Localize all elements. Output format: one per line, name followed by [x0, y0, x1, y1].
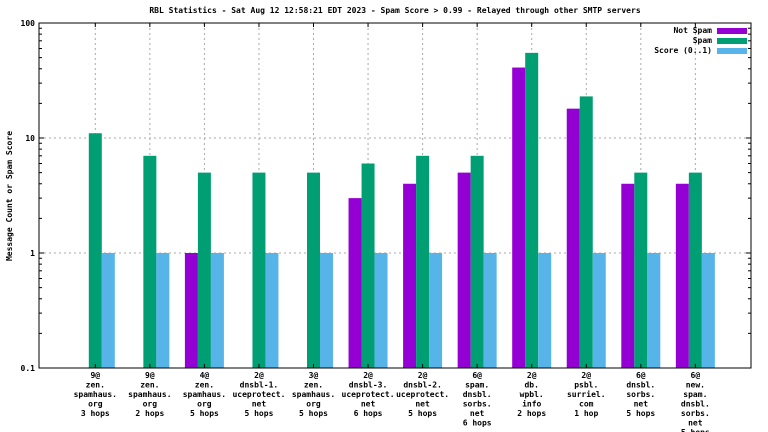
y-tick-label: 1	[30, 249, 35, 258]
bar-not_spam	[566, 108, 580, 368]
y-tick-label: 0.1	[21, 364, 36, 373]
bar-spam	[88, 133, 102, 368]
x-tick-label: 9@ zen. spamhaus. org 2 hops	[128, 371, 171, 418]
legend: Not Spam Spam Score (0..1)	[654, 26, 747, 55]
bar-score	[701, 253, 715, 368]
legend-label-score: Score (0..1)	[654, 46, 712, 55]
x-tick-label: 2@ db. wpbl. info 2 hops	[517, 371, 546, 418]
x-tick-label: 2@ dnsbl-2. uceprotect. net 5 hops	[396, 371, 449, 418]
bar-not_spam	[457, 172, 471, 368]
legend-item-spam: Spam	[692, 36, 747, 45]
bar-spam	[579, 96, 593, 368]
bar-spam	[307, 172, 320, 368]
bar-score	[265, 253, 279, 368]
legend-label-not-spam: Not Spam	[673, 26, 712, 35]
bar-spam	[688, 172, 702, 368]
bar-not_spam	[403, 183, 417, 368]
bar-score	[647, 253, 661, 368]
bar-not_spam	[184, 253, 198, 368]
bar-not_spam	[675, 183, 689, 368]
bar-spam	[143, 155, 157, 368]
bar-spam	[525, 52, 539, 369]
bar-score	[156, 253, 170, 368]
bar-not_spam	[512, 67, 526, 369]
x-tick-label: 2@ dnsbl-3. uceprotect. net 6 hops	[342, 371, 395, 418]
legend-swatch-spam	[717, 37, 747, 44]
x-tick-label: 6@ spam. dnsbl. sorbs. net 6 hops	[463, 371, 492, 428]
bar-score	[101, 253, 115, 368]
legend-swatch-not-spam	[717, 27, 747, 34]
x-tick-label: 4@ zen. spamhaus. org 5 hops	[183, 371, 226, 418]
chart-title: RBL Statistics - Sat Aug 12 12:58:21 EDT…	[149, 6, 641, 15]
bar-score	[592, 253, 606, 368]
x-tick-label: 9@ zen. spamhaus. org 3 hops	[74, 371, 117, 418]
y-tick-label: 10	[25, 134, 35, 143]
bar-spam	[197, 172, 211, 368]
bar-spam	[416, 155, 430, 368]
bar-score	[374, 253, 388, 368]
bar-spam	[361, 163, 375, 368]
bar-spam	[470, 155, 484, 368]
bar-score	[429, 253, 443, 368]
x-tick-label: 6@ dnsbl. sorbs. net 5 hops	[626, 371, 655, 418]
x-tick-label: 2@ dnsbl-1. uceprotect. net 5 hops	[232, 371, 285, 418]
legend-swatch-score	[717, 47, 747, 54]
bar-not_spam	[621, 183, 635, 368]
bar-spam	[634, 172, 648, 368]
legend-item-not-spam: Not Spam	[673, 26, 747, 35]
plot-frame	[38, 22, 752, 369]
legend-item-score: Score (0..1)	[654, 46, 747, 55]
x-tick-label: 3@ zen. spamhaus. org 5 hops	[292, 371, 335, 418]
x-tick-label: 2@ psbl. surriel. com 1 hop	[567, 371, 606, 418]
bar-score	[538, 253, 552, 368]
bar-score	[320, 253, 333, 368]
legend-label-spam: Spam	[692, 36, 712, 45]
bar-spam	[252, 172, 266, 368]
bar-not_spam	[348, 198, 362, 368]
y-tick-label: 100	[21, 19, 36, 28]
bar-score	[210, 253, 224, 368]
bar-score	[483, 253, 497, 368]
